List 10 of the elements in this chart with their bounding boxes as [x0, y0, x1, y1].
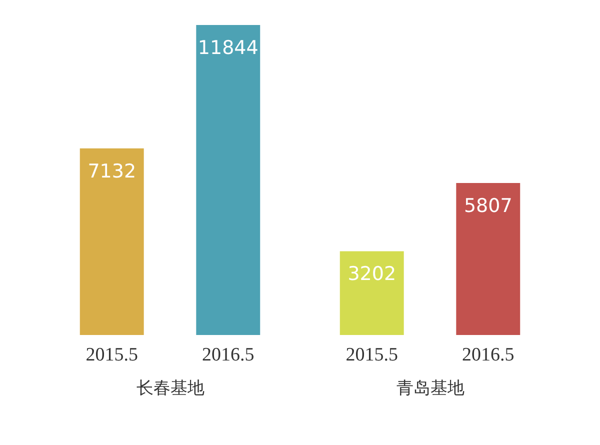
- data-label: 5807: [464, 195, 512, 218]
- x-tick-label: 2015.5: [346, 344, 398, 366]
- x-tick-label: 2016.5: [462, 344, 514, 366]
- x-tick-label: 2015.5: [86, 344, 138, 366]
- data-label: 3202: [348, 263, 396, 286]
- x-tick-label: 2016.5: [202, 344, 254, 366]
- x-axis-title: 青岛基地: [396, 378, 464, 398]
- data-label: 7132: [88, 160, 136, 182]
- data-label: 11844: [198, 37, 258, 59]
- x-axis-title: 长春基地: [136, 378, 204, 398]
